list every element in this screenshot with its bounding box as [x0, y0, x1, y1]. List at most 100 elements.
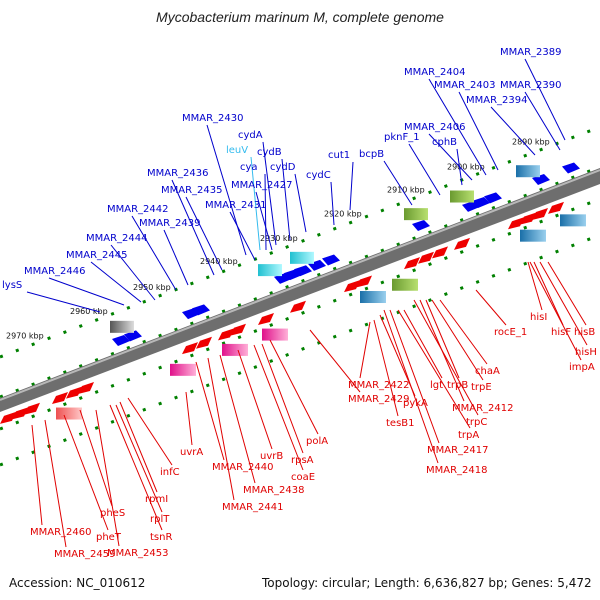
- reverse-label-leader: [44, 419, 67, 548]
- reverse-gene-arrow: [508, 217, 524, 230]
- reverse-gene-label: uvrB: [260, 451, 283, 462]
- reverse-label-leader: [309, 329, 361, 393]
- forward-label-leader: [48, 277, 125, 306]
- scale-label: 2890 kbp: [512, 138, 550, 147]
- reverse-gene-label: trpC: [466, 417, 487, 428]
- forward-feature-box: [404, 208, 428, 221]
- forward-label-leader: [349, 161, 354, 211]
- reverse-label-leader: [403, 309, 443, 379]
- reverse-gene-arrow: [432, 246, 448, 259]
- reverse-feature-box: [170, 363, 196, 376]
- reverse-label-leader: [207, 357, 235, 501]
- reverse-gene-label: MMAR_2460: [30, 527, 92, 538]
- reverse-gene-label: rplT: [150, 514, 170, 525]
- reverse-label-leader: [95, 409, 120, 547]
- reverse-gene-label: chaA: [475, 366, 500, 377]
- forward-feature-box: [258, 264, 282, 277]
- reverse-label-leader: [31, 424, 43, 526]
- forward-label-leader: [110, 244, 156, 301]
- reverse-label-leader: [397, 309, 471, 429]
- forward-gene-label: MMAR_2439: [139, 218, 201, 229]
- forward-label-leader: [90, 261, 142, 303]
- reverse-gene-arrow: [344, 280, 360, 293]
- forward-label-leader: [490, 106, 536, 156]
- forward-gene-label: MMAR_2444: [86, 233, 148, 244]
- reverse-gene-label: MMAR_2440: [212, 462, 274, 473]
- reverse-gene-label: hisB: [574, 327, 595, 338]
- reverse-gene-label: pheS: [100, 508, 125, 519]
- map-title: Mycobacterium marinum M, complete genome: [156, 9, 444, 25]
- genome-backbone-highlight: [0, 169, 600, 401]
- forward-gene-label: MMAR_2403: [434, 80, 496, 91]
- forward-label-leader: [456, 148, 463, 186]
- reverse-label-leader: [529, 261, 582, 361]
- reverse-label-leader: [379, 314, 416, 397]
- forward-gene-label: MMAR_2435: [161, 185, 223, 196]
- forward-gene-label: cydB: [257, 147, 282, 158]
- reverse-gene-arrow: [0, 411, 16, 424]
- reverse-label-leader: [253, 344, 304, 471]
- reverse-label-leader: [539, 261, 588, 346]
- reverse-gene-arrow: [196, 336, 212, 349]
- forward-label-leader: [255, 191, 273, 251]
- reverse-gene-label: MMAR_2438: [243, 485, 305, 496]
- reverse-gene-arrow: [24, 402, 40, 415]
- forward-feature-box: [516, 165, 540, 178]
- forward-gene-arrow: [124, 330, 142, 342]
- reverse-label-leader: [413, 299, 479, 416]
- reverse-gene-label: rocE_1: [494, 327, 527, 338]
- reverse-gene-arrow: [418, 251, 434, 264]
- forward-label-leader: [163, 229, 189, 286]
- forward-gene-arrow: [294, 265, 312, 277]
- reverse-feature-box: [222, 343, 248, 356]
- reverse-label-leader: [475, 289, 507, 326]
- reverse-gene-arrow: [52, 392, 68, 405]
- forward-gene-label: MMAR_2406: [404, 122, 466, 133]
- forward-label-leader: [294, 173, 307, 233]
- forward-gene-label: MMAR_2404: [404, 67, 466, 78]
- reverse-gene-label: tsnR: [150, 532, 172, 543]
- reverse-gene-label: pykA: [403, 398, 428, 409]
- reverse-gene-label: MMAR_2453: [107, 548, 169, 559]
- forward-label-leader: [281, 158, 291, 241]
- reverse-label-leader: [439, 299, 488, 365]
- reverse-gene-label: MMAR_2418: [426, 465, 488, 476]
- reverse-gene-arrow: [182, 342, 198, 355]
- reverse-label-leader: [237, 349, 273, 450]
- forward-label-leader: [330, 181, 335, 226]
- reverse-gene-arrow: [78, 382, 94, 395]
- forward-gene-label: leuV: [226, 145, 248, 156]
- reverse-gene-arrow: [404, 257, 420, 270]
- reverse-label-leader: [79, 409, 113, 507]
- reverse-gene-label: rpsA: [291, 455, 314, 466]
- scale-label: 2940 kbp: [200, 257, 238, 266]
- reverse-label-leader: [359, 321, 371, 379]
- forward-label-leader: [131, 215, 177, 291]
- scale-label: 2960 kbp: [70, 307, 108, 316]
- scale-label: 2920 kbp: [324, 210, 362, 219]
- reverse-gene-label: MMAR_2412: [452, 403, 514, 414]
- forward-gene-label: MMAR_2427: [231, 180, 293, 191]
- reverse-label-leader: [533, 261, 564, 326]
- reverse-gene-label: lgt: [430, 380, 443, 391]
- reverse-label-leader: [115, 404, 163, 513]
- scale-label: 2970 kbp: [6, 332, 44, 341]
- forward-label-leader: [458, 91, 499, 171]
- reverse-gene-arrow: [230, 323, 246, 336]
- forward-gene-arrow: [472, 197, 490, 209]
- reverse-gene-label: polA: [306, 436, 328, 447]
- forward-gene-label: cydA: [238, 130, 263, 141]
- forward-gene-label: MMAR_2431: [205, 200, 267, 211]
- forward-gene-arrow: [322, 254, 340, 266]
- forward-label-leader: [264, 173, 267, 251]
- forward-feature-box: [450, 190, 474, 203]
- forward-gene-label: lysS: [2, 280, 22, 291]
- accession-text: Accession: NC_010612: [9, 576, 146, 590]
- forward-gene-label: MMAR_2442: [107, 204, 169, 215]
- reverse-gene-label: hisI: [530, 312, 547, 323]
- reverse-gene-arrow: [356, 275, 372, 288]
- reverse-gene-arrow: [258, 313, 274, 326]
- reverse-label-leader: [127, 397, 173, 466]
- forward-label-leader: [428, 78, 487, 176]
